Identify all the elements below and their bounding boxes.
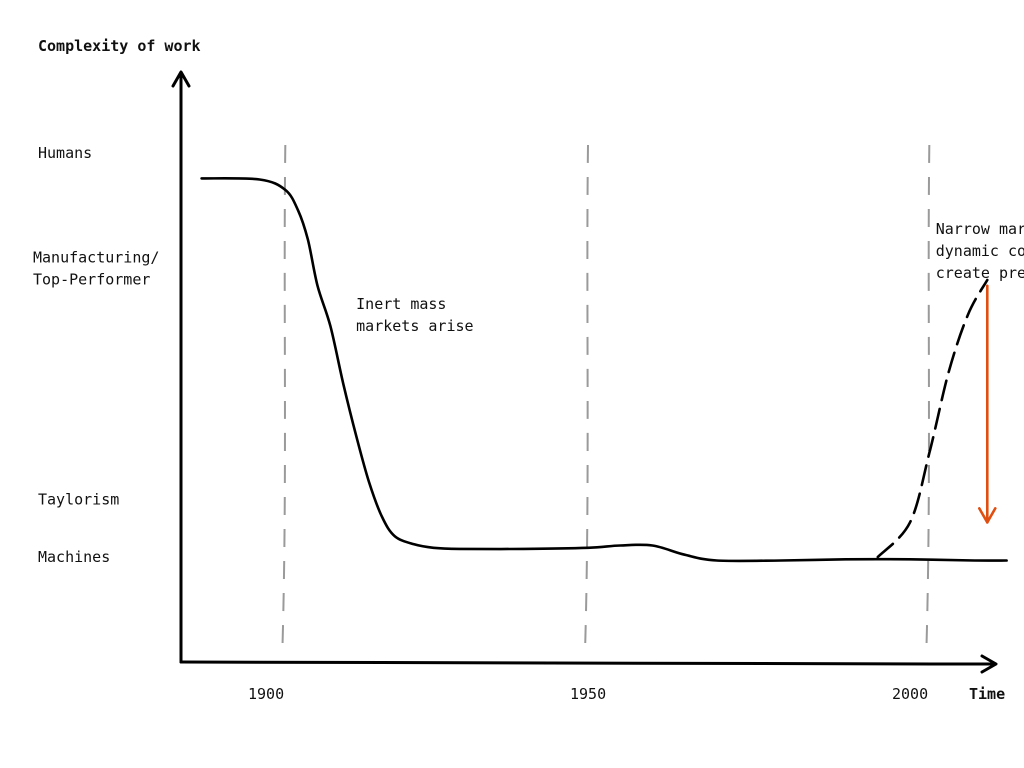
x-axis-arrowhead: [980, 654, 998, 674]
annotation-2-line: dynamic companies: [936, 242, 1024, 260]
complexity-trend-line: [200, 177, 1008, 563]
y-level-humans-line: Humans: [38, 144, 92, 162]
y-level-machines: Machines: [38, 548, 110, 566]
pressure-arrows: [977, 284, 997, 524]
y-level-taylorism: Taylorism: [38, 490, 119, 508]
y-level-machines-line: Machines: [38, 548, 110, 566]
projected-trend-line: [876, 278, 989, 559]
x-tick-2000: 2000: [892, 685, 928, 703]
era-marker-1903: [281, 144, 287, 653]
era-marker-1950: [584, 144, 589, 653]
axes: [171, 70, 998, 674]
annotation-1-line: markets arise: [356, 317, 473, 335]
pressure-arrow-head: [977, 507, 997, 524]
annotations: Inert mass markets arise Narrow markets, dy…: [356, 220, 1024, 335]
annotation-2-line: create pressure: [936, 264, 1024, 282]
y-axis-title: Complexity of work: [38, 37, 201, 55]
annotation-1: Inert mass markets arise: [356, 295, 473, 335]
y-level-labels: Humans Manufacturing/Top-Performer Taylori…: [33, 144, 159, 566]
annotation-2-line: Narrow markets,: [936, 220, 1024, 238]
x-axis-line: [179, 660, 996, 666]
series: [200, 177, 1008, 563]
y-level-humans: Humans: [38, 144, 92, 162]
annotation-2: Narrow markets, dynamic companies create p…: [936, 220, 1024, 282]
y-level-manufacturing-top-performer-line: Top-Performer: [33, 270, 150, 288]
y-level-manufacturing-top-performer-line: Manufacturing/: [33, 248, 159, 266]
y-axis-arrowhead: [171, 70, 191, 88]
era-markers: [281, 144, 931, 653]
annotation-1-line: Inert mass: [356, 295, 446, 313]
y-level-manufacturing-top-performer: Manufacturing/Top-Performer: [33, 248, 159, 288]
x-tick-labels: 1900 1950 2000: [248, 685, 928, 703]
x-tick-1900: 1900: [248, 685, 284, 703]
era-marker-2003: [925, 144, 931, 653]
y-level-taylorism-line: Taylorism: [38, 490, 119, 508]
x-tick-1950: 1950: [570, 685, 606, 703]
x-axis-title: Time: [969, 685, 1005, 703]
